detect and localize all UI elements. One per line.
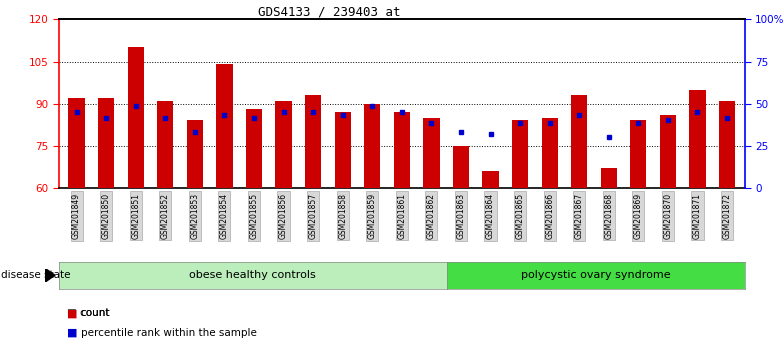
Bar [689,90,706,188]
Text: GSM201867: GSM201867 [575,193,584,239]
Bar [98,98,114,188]
Bar [630,120,647,188]
Text: GSM201870: GSM201870 [663,193,673,239]
Bar [571,95,587,188]
Bar [246,109,262,188]
Text: GSM201853: GSM201853 [191,193,199,239]
Text: polycystic ovary syndrome: polycystic ovary syndrome [521,270,670,280]
Text: GSM201858: GSM201858 [338,193,347,239]
Bar [305,95,321,188]
Text: GSM201859: GSM201859 [368,193,377,239]
Text: GSM201872: GSM201872 [723,193,731,239]
Text: GSM201868: GSM201868 [604,193,613,239]
Bar [275,101,292,188]
Bar [394,112,410,188]
Bar [216,64,233,188]
Bar [335,112,350,188]
Bar [542,118,557,188]
Text: GSM201863: GSM201863 [456,193,466,239]
Text: count: count [81,308,111,318]
Text: GSM201861: GSM201861 [397,193,406,239]
Text: GSM201854: GSM201854 [220,193,229,239]
Bar [423,118,440,188]
Text: ■: ■ [67,308,77,318]
Bar [187,120,203,188]
Text: GSM201857: GSM201857 [309,193,318,239]
Bar [482,171,499,188]
Bar [128,47,143,188]
Text: disease state: disease state [1,270,71,280]
Bar [719,101,735,188]
Text: GSM201866: GSM201866 [545,193,554,239]
Text: ■: ■ [67,328,77,338]
Bar [660,115,676,188]
Bar [68,98,85,188]
Text: GSM201851: GSM201851 [131,193,140,239]
Text: GDS4133 / 239403_at: GDS4133 / 239403_at [258,5,401,18]
Text: GSM201862: GSM201862 [426,193,436,239]
Text: GSM201850: GSM201850 [102,193,111,239]
Text: GSM201865: GSM201865 [516,193,524,239]
Bar [364,104,380,188]
Text: GSM201849: GSM201849 [72,193,81,239]
Text: GSM201852: GSM201852 [161,193,170,239]
Bar [601,168,617,188]
Text: GSM201871: GSM201871 [693,193,702,239]
Text: ■ count: ■ count [67,308,109,318]
Text: obese healthy controls: obese healthy controls [189,270,316,280]
Text: GSM201869: GSM201869 [633,193,643,239]
Polygon shape [45,269,55,282]
Bar [512,120,528,188]
Text: GSM201855: GSM201855 [249,193,259,239]
Text: GSM201856: GSM201856 [279,193,288,239]
Text: percentile rank within the sample: percentile rank within the sample [81,328,256,338]
Text: GSM201864: GSM201864 [486,193,495,239]
Bar [157,101,173,188]
Bar [453,145,469,188]
